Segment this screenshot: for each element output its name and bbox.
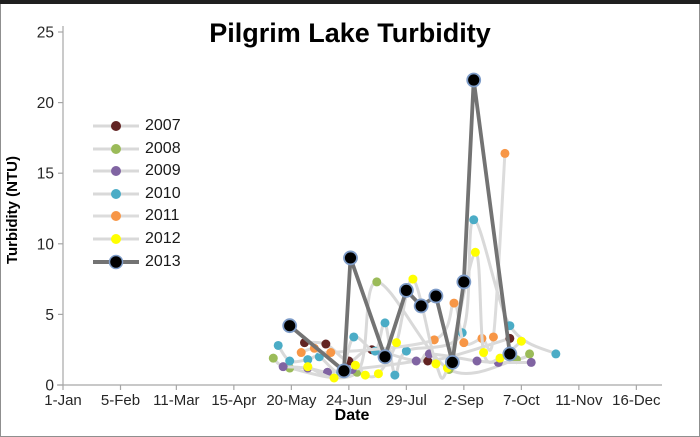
legend-item-2009: 2009	[92, 161, 181, 181]
data-point-2013	[444, 355, 460, 370]
data-point-2011	[429, 335, 439, 345]
legend-label-2011: 2011	[145, 207, 180, 225]
legend-swatch-2013	[93, 254, 139, 269]
data-point-2013	[398, 282, 414, 298]
data-point-2012	[495, 353, 505, 363]
x-tick-label: 2-Sep	[444, 392, 484, 409]
x-tick-label: 11-Mar	[153, 392, 199, 409]
data-point-2012	[516, 336, 526, 346]
y-tick-label: 20	[37, 95, 55, 112]
series-2013	[282, 72, 518, 379]
legend-item-2011: 2011	[92, 206, 179, 226]
legend-label-2012: 2012	[145, 230, 181, 247]
data-point-2011	[459, 338, 469, 348]
y-tick-label: 0	[45, 378, 54, 395]
data-point-2011	[488, 332, 498, 342]
data-point-2013	[502, 346, 518, 362]
data-point-2010	[273, 340, 283, 350]
legend-item-2007: 2007	[92, 116, 181, 136]
frame-top-edge	[0, 0, 700, 4]
data-point-2009	[411, 356, 421, 366]
data-point-2012	[431, 359, 441, 369]
x-tick-label: 29-Jul	[386, 392, 427, 409]
x-axis-title: Date	[334, 407, 370, 424]
y-axis-title: Turbidity (NTU)	[4, 155, 21, 265]
legend-item-2013: 2013	[92, 252, 181, 272]
x-tick-label: 11-Nov	[555, 392, 603, 409]
data-point-2008	[268, 353, 278, 363]
data-point-2009	[472, 356, 482, 366]
data-point-2010	[551, 349, 561, 359]
y-tick-label: 25	[37, 25, 54, 42]
data-point-2009	[278, 362, 288, 372]
data-point-2011	[449, 298, 459, 308]
data-point-2008	[525, 349, 535, 359]
y-tick-label: 15	[37, 166, 54, 183]
legend-item-2010: 2010	[92, 184, 181, 204]
data-point-2010	[380, 318, 390, 328]
data-point-2013	[428, 288, 444, 304]
x-tick-label: 1-Jan	[44, 392, 82, 409]
data-point-2012	[303, 362, 313, 372]
data-point-2012	[470, 247, 480, 257]
data-point-2010	[390, 370, 400, 380]
series-2012	[303, 247, 526, 383]
data-point-2013	[282, 318, 298, 334]
legend-label-2010: 2010	[145, 184, 181, 202]
data-point-2008	[372, 277, 382, 287]
data-point-2010	[303, 355, 313, 365]
data-point-2011	[296, 348, 306, 358]
data-point-2007	[423, 356, 433, 366]
legend-swatch-2010	[93, 188, 139, 199]
legend-label-2009: 2009	[145, 162, 181, 180]
x-tick-label: 15-Apr	[211, 392, 256, 409]
legend-swatch-2007	[93, 121, 139, 131]
data-point-2012	[329, 373, 339, 383]
x-tick-label: 24-Jun	[326, 392, 372, 409]
x-tick-label: 5-Feb	[101, 392, 140, 409]
legend-swatch-2011	[93, 211, 139, 222]
legend-swatch-2009	[93, 166, 139, 177]
data-point-2013	[466, 72, 482, 88]
y-tick-label: 5	[45, 307, 54, 324]
data-point-2011	[326, 348, 336, 358]
x-tick-label: 7-Oct	[503, 392, 541, 409]
x-tick-label: 16-Dec	[612, 392, 661, 409]
legend-swatch-2008	[93, 143, 139, 154]
legend-item-2012: 2012	[92, 229, 181, 249]
data-point-2010	[469, 215, 479, 225]
data-point-2012	[392, 338, 401, 348]
legend-swatch-2012	[93, 234, 139, 244]
legend-item-2008: 2008	[92, 139, 181, 159]
data-point-2010	[349, 332, 359, 342]
legend-label-2013: 2013	[145, 252, 181, 270]
data-point-2012	[373, 369, 383, 379]
data-point-2013	[413, 298, 429, 314]
data-point-2012	[360, 370, 370, 380]
data-point-2012	[408, 274, 418, 284]
data-point-2007	[321, 339, 331, 349]
x-tick-label: 20-May	[266, 392, 317, 409]
data-point-2011	[500, 148, 510, 158]
data-point-2012	[350, 360, 360, 370]
legend-label-2008: 2008	[145, 139, 181, 157]
data-point-2010	[285, 356, 295, 366]
chart-title: Pilgrim Lake Turbidity	[209, 18, 491, 48]
data-point-2013	[343, 250, 358, 266]
y-tick-label: 10	[37, 236, 55, 253]
data-point-2009	[526, 357, 536, 367]
data-point-2013	[336, 363, 352, 379]
data-point-2012	[479, 348, 489, 358]
data-point-2010	[401, 346, 411, 356]
data-point-2013	[456, 274, 472, 290]
data-point-2013	[377, 349, 393, 365]
series-2010	[273, 215, 561, 380]
legend-label-2007: 2007	[145, 117, 181, 134]
